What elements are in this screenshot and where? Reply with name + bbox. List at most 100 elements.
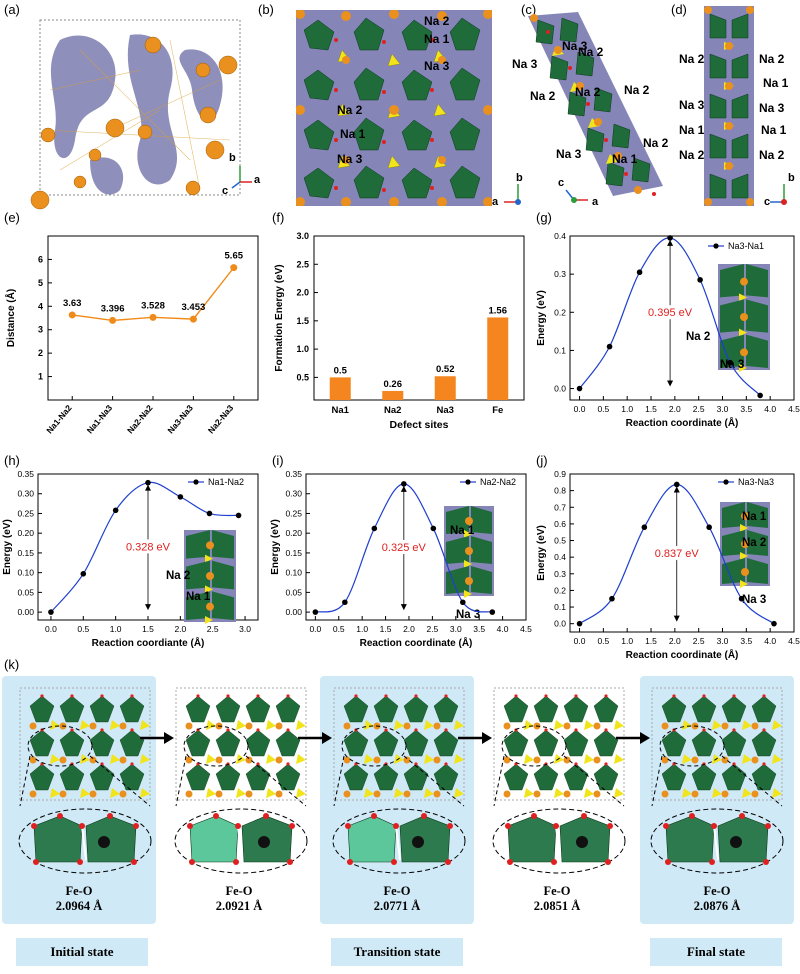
xtick-label-i: 1.5	[380, 624, 392, 634]
o-atom-1	[226, 694, 230, 698]
ytick-label-e: 5	[38, 278, 43, 288]
fe-octahedron-0	[59, 729, 85, 757]
data-point-g	[727, 359, 733, 366]
fe-octahedron-0	[89, 695, 115, 723]
ytick-label-j: 0.4	[554, 552, 566, 562]
fe-octahedron-1	[185, 729, 211, 757]
data-point-h	[112, 507, 119, 514]
barrier-label-i: 0.325 eV	[382, 542, 427, 554]
p-tetrahedron-0	[50, 754, 60, 764]
c-label-8: Na 2	[643, 136, 669, 150]
ytick-label-i: 0.30	[285, 489, 302, 499]
p-tetrahedron-0	[50, 788, 60, 798]
xtick-label-h: 1.0	[110, 624, 122, 634]
o-atom-2	[444, 728, 448, 732]
fe-octahedron-2	[403, 763, 429, 791]
panel-label-f: (f)	[272, 210, 285, 225]
na-atom-1	[245, 790, 253, 798]
feo-1-name: Fe-O	[65, 884, 93, 898]
state-label-initial: Initial state	[16, 938, 148, 966]
p-tetrahedron-0	[110, 754, 120, 764]
fe-octahedron-1	[215, 729, 241, 757]
p-tetrahedron-3	[554, 788, 564, 798]
data-point-h	[235, 512, 242, 519]
na-atom-2	[433, 790, 441, 798]
data-point-h	[48, 609, 54, 615]
zoom-line-left-1	[175, 755, 187, 807]
plot-frame-i	[305, 473, 527, 621]
legend-label-i: Na2-Na2	[480, 477, 516, 487]
data-label-e: 5.65	[225, 251, 244, 262]
na-atom-1	[245, 722, 253, 730]
na-atom-0	[89, 722, 97, 730]
inset-label-i: Na 3	[456, 609, 480, 621]
panel-label-g: (g)	[536, 210, 552, 225]
inset-sodium-j	[741, 568, 749, 576]
axes-triad-a	[231, 166, 252, 189]
p-tetrahedron-4	[682, 720, 692, 730]
zoom-o-atom-0	[131, 859, 137, 865]
ytick-label-e: 3	[38, 325, 43, 335]
xtick-label-e: Na2-Na2	[125, 403, 155, 436]
zoom-line-right-1	[245, 755, 307, 807]
o-atom-3	[604, 762, 608, 766]
data-point-i	[401, 481, 407, 487]
fe-octahedron-3	[533, 763, 559, 791]
zoom-line-left-2	[333, 755, 345, 807]
fe-octahedron-3	[533, 729, 559, 757]
zoom-octahedron-left-3	[507, 815, 557, 863]
legend-marker-i	[465, 479, 471, 485]
data-point-g	[667, 235, 673, 241]
ytick-label-j: 0.0	[554, 619, 566, 629]
xtick-label-g: 1.0	[621, 404, 633, 414]
xtick-label-g: 3.5	[740, 404, 752, 414]
fe-octahedron-4	[661, 729, 687, 757]
na-atom-3	[593, 756, 601, 764]
inset-tetrahedron-h	[205, 554, 213, 563]
na-atom-2	[373, 756, 381, 764]
xlabel-j: Reaction coordinate (Å)	[626, 648, 739, 660]
barrier-label-g: 0.395 eV	[648, 307, 693, 319]
feo-1: Fe-O 2.0964 Å	[19, 884, 139, 914]
xtick-label-e: Na3-Na3	[165, 403, 195, 436]
zoom-ellipse-small-2	[341, 725, 407, 767]
ytick-label-h: 0.20	[17, 528, 34, 538]
axis-a-label-a: a	[254, 174, 261, 186]
ytick-label-f: 2.5	[296, 259, 309, 269]
xtick-label-g: 0.0	[574, 404, 586, 414]
data-point-e	[109, 316, 117, 324]
feo-5-name: Fe-O	[703, 884, 731, 898]
feo-5-value: 2.0876 Å	[693, 899, 741, 913]
bar-f	[382, 390, 404, 400]
zoom-o-atom-0	[133, 823, 139, 829]
na-atom-0	[59, 790, 67, 798]
o-atom-0	[40, 694, 44, 698]
p-tetrahedron-1	[266, 720, 276, 730]
panel-label-b: (b)	[258, 2, 274, 17]
inset-octahedron-i	[446, 506, 469, 534]
inset-tetrahedron-g	[739, 364, 747, 372]
xtick-label-f: Fe	[492, 405, 503, 416]
ytick-label-e: 1	[38, 372, 43, 382]
inset-octahedron-h	[186, 560, 210, 590]
fe-octahedron-1	[275, 729, 301, 757]
xtick-label-g: 2.0	[669, 404, 681, 414]
zoom-line-left-3	[493, 755, 505, 807]
zoom-octahedron-left-1	[189, 815, 239, 863]
reaction-path-scene	[18, 687, 784, 874]
ylabel-h: Energy (eV)	[2, 519, 13, 575]
zoom-o-atom-1	[213, 813, 219, 819]
ytick-label-j: 0.7	[554, 502, 566, 512]
transition-arrowhead-3	[640, 732, 650, 744]
fe-octahedron-2	[373, 763, 399, 791]
p-tetrahedron-2	[364, 720, 374, 730]
o-atom-1	[256, 728, 260, 732]
fe-octahedron-0	[59, 695, 85, 723]
xtick-label-i: 0.5	[333, 624, 345, 634]
fe-octahedron-1	[245, 695, 271, 723]
fe-octahedron-0	[29, 729, 55, 757]
ylabel-e: Distance (Å)	[4, 289, 17, 347]
p-tetrahedron-4	[712, 720, 722, 730]
structure-b-image	[296, 10, 492, 206]
na-atom-0	[89, 756, 97, 764]
